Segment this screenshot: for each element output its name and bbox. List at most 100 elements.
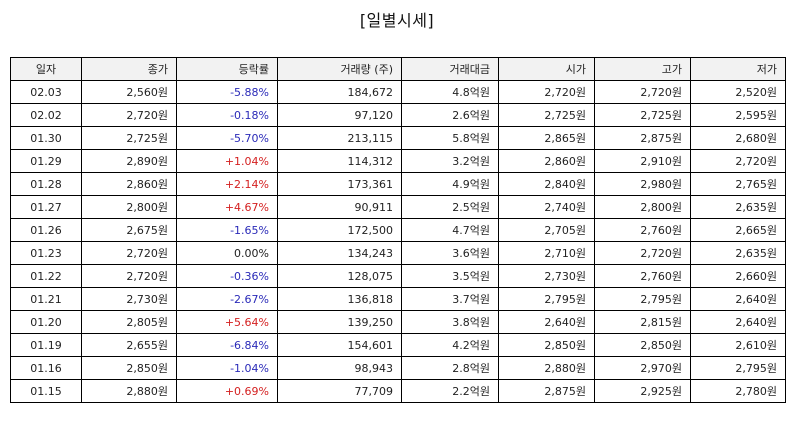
cell-open: 2,850원 <box>498 333 595 357</box>
cell-change: +4.67% <box>176 195 278 219</box>
cell-open: 2,875원 <box>498 379 595 403</box>
cell-amount: 3.2억원 <box>401 149 499 173</box>
cell-date: 01.21 <box>10 287 82 311</box>
cell-change: -6.84% <box>176 333 278 357</box>
cell-volume: 184,672 <box>277 80 402 104</box>
cell-amount: 3.8억원 <box>401 310 499 334</box>
cell-volume: 139,250 <box>277 310 402 334</box>
cell-open: 2,710원 <box>498 241 595 265</box>
cell-amount: 3.7억원 <box>401 287 499 311</box>
cell-volume: 213,115 <box>277 126 402 150</box>
cell-amount: 4.9억원 <box>401 172 499 196</box>
cell-date: 01.28 <box>10 172 82 196</box>
cell-high: 2,875원 <box>594 126 691 150</box>
cell-high: 2,925원 <box>594 379 691 403</box>
cell-date: 01.27 <box>10 195 82 219</box>
cell-date: 02.02 <box>10 103 82 127</box>
cell-volume: 98,943 <box>277 356 402 380</box>
cell-date: 01.22 <box>10 264 82 288</box>
cell-volume: 172,500 <box>277 218 402 242</box>
header-close: 종가 <box>81 57 177 81</box>
cell-close: 2,725원 <box>81 126 177 150</box>
cell-open: 2,740원 <box>498 195 595 219</box>
table-row: 01.16 2,850원 -1.04% 98,943 2.8억원 2,880원 2,970원… <box>10 356 786 380</box>
cell-date: 01.19 <box>10 333 82 357</box>
cell-open: 2,840원 <box>498 172 595 196</box>
cell-open: 2,865원 <box>498 126 595 150</box>
cell-date: 01.26 <box>10 218 82 242</box>
cell-change: -1.65% <box>176 218 278 242</box>
table-row: 01.20 2,805원 +5.64% 139,250 3.8억원 2,640원 2,815… <box>10 310 786 334</box>
cell-high: 2,970원 <box>594 356 691 380</box>
cell-close: 2,720원 <box>81 264 177 288</box>
cell-high: 2,720원 <box>594 241 691 265</box>
cell-volume: 136,818 <box>277 287 402 311</box>
cell-low: 2,595원 <box>690 103 786 127</box>
cell-open: 2,795원 <box>498 287 595 311</box>
cell-low: 2,780원 <box>690 379 786 403</box>
cell-close: 2,860원 <box>81 172 177 196</box>
cell-low: 2,765원 <box>690 172 786 196</box>
cell-high: 2,725원 <box>594 103 691 127</box>
cell-date: 01.29 <box>10 149 82 173</box>
cell-high: 2,850원 <box>594 333 691 357</box>
cell-low: 2,665원 <box>690 218 786 242</box>
cell-close: 2,720원 <box>81 103 177 127</box>
table-row: 01.22 2,720원 -0.36% 128,075 3.5억원 2,730원 2,760… <box>10 264 786 288</box>
cell-close: 2,850원 <box>81 356 177 380</box>
cell-amount: 4.2억원 <box>401 333 499 357</box>
cell-low: 2,640원 <box>690 310 786 334</box>
cell-volume: 97,120 <box>277 103 402 127</box>
cell-low: 2,660원 <box>690 264 786 288</box>
cell-open: 2,640원 <box>498 310 595 334</box>
cell-change: +1.04% <box>176 149 278 173</box>
cell-high: 2,910원 <box>594 149 691 173</box>
cell-amount: 2.8억원 <box>401 356 499 380</box>
cell-change: 0.00% <box>176 241 278 265</box>
header-amount: 거래대금 <box>401 57 499 81</box>
cell-high: 2,760원 <box>594 218 691 242</box>
cell-open: 2,880원 <box>498 356 595 380</box>
cell-date: 01.30 <box>10 126 82 150</box>
cell-change: -5.88% <box>176 80 278 104</box>
table-row: 02.02 2,720원 -0.18% 97,120 2.6억원 2,725원 2,725원… <box>10 103 786 127</box>
cell-close: 2,880원 <box>81 379 177 403</box>
cell-change: +2.14% <box>176 172 278 196</box>
cell-close: 2,675원 <box>81 218 177 242</box>
cell-date: 01.20 <box>10 310 82 334</box>
cell-high: 2,815원 <box>594 310 691 334</box>
table-row: 01.28 2,860원 +2.14% 173,361 4.9억원 2,840원 2,980… <box>10 172 786 196</box>
cell-date: 01.23 <box>10 241 82 265</box>
cell-open: 2,730원 <box>498 264 595 288</box>
cell-close: 2,730원 <box>81 287 177 311</box>
cell-change: -1.04% <box>176 356 278 380</box>
cell-close: 2,800원 <box>81 195 177 219</box>
header-open: 시가 <box>498 57 595 81</box>
cell-volume: 134,243 <box>277 241 402 265</box>
cell-amount: 4.7억원 <box>401 218 499 242</box>
cell-change: +5.64% <box>176 310 278 334</box>
table-body: 02.03 2,560원 -5.88% 184,672 4.8억원 2,720원 2,720… <box>10 80 786 403</box>
cell-change: -0.18% <box>176 103 278 127</box>
cell-high: 2,720원 <box>594 80 691 104</box>
cell-open: 2,725원 <box>498 103 595 127</box>
cell-low: 2,795원 <box>690 356 786 380</box>
table-row: 01.23 2,720원 0.00% 134,243 3.6억원 2,710원 2,720원… <box>10 241 786 265</box>
cell-close: 2,560원 <box>81 80 177 104</box>
cell-amount: 3.6억원 <box>401 241 499 265</box>
table-row: 01.15 2,880원 +0.69% 77,709 2.2억원 2,875원 2,925원… <box>10 379 786 403</box>
cell-low: 2,680원 <box>690 126 786 150</box>
cell-volume: 114,312 <box>277 149 402 173</box>
cell-low: 2,640원 <box>690 287 786 311</box>
cell-change: +0.69% <box>176 379 278 403</box>
cell-change: -5.70% <box>176 126 278 150</box>
table-row: 01.30 2,725원 -5.70% 213,115 5.8억원 2,865원 2,875… <box>10 126 786 150</box>
header-low: 저가 <box>690 57 786 81</box>
cell-open: 2,860원 <box>498 149 595 173</box>
cell-date: 01.16 <box>10 356 82 380</box>
daily-price-table: 일자 종가 등락률 거래량 (주) 거래대금 시가 고가 저가 02.03 2,5… <box>10 57 786 403</box>
cell-close: 2,720원 <box>81 241 177 265</box>
cell-amount: 2.6억원 <box>401 103 499 127</box>
table-header-row: 일자 종가 등락률 거래량 (주) 거래대금 시가 고가 저가 <box>10 57 786 81</box>
cell-date: 02.03 <box>10 80 82 104</box>
